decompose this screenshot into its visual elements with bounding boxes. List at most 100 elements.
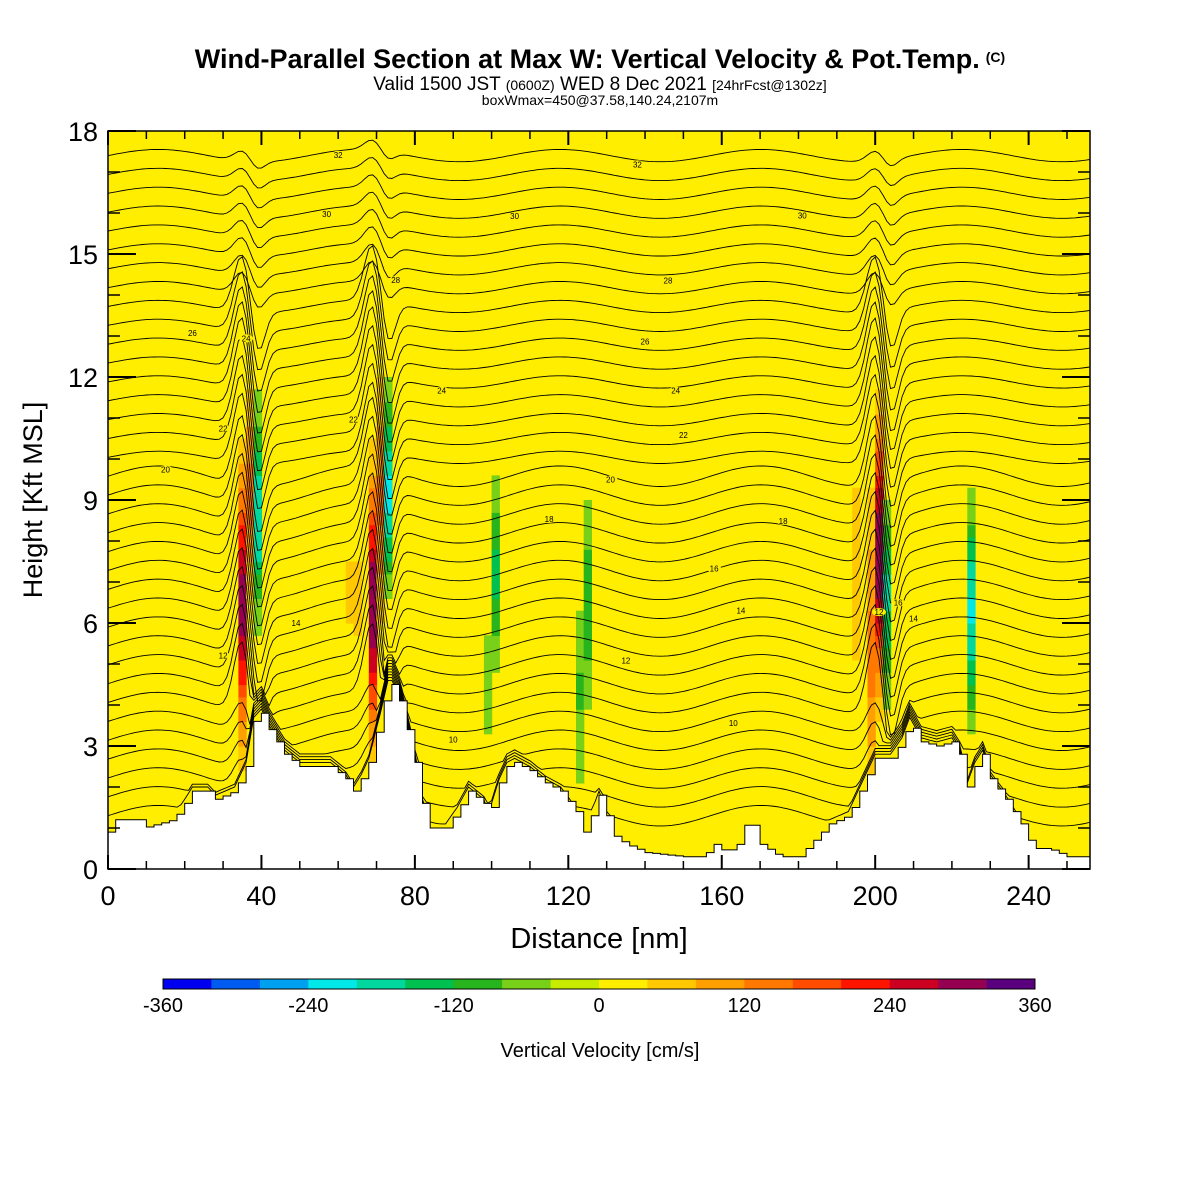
field-cell xyxy=(867,623,876,636)
field-cell xyxy=(246,450,255,464)
field-cell xyxy=(253,573,263,587)
theta-line xyxy=(108,396,1090,532)
field-cell xyxy=(253,487,263,501)
contour-label: 14 xyxy=(736,607,745,616)
field-cell xyxy=(384,561,393,575)
field-cell xyxy=(867,647,876,661)
field-cell xyxy=(882,512,892,526)
field-cell xyxy=(875,659,884,673)
field-cell xyxy=(368,721,378,735)
theta-line xyxy=(108,157,1090,189)
field-cell xyxy=(967,512,976,526)
contour-label: 12 xyxy=(621,657,630,666)
chart-title-mark: (C) xyxy=(985,49,1006,65)
theta-line xyxy=(108,566,1090,702)
field-cell xyxy=(368,586,378,599)
contour-label-bg xyxy=(542,515,557,523)
field-cell xyxy=(867,684,876,698)
field-cell xyxy=(867,561,876,575)
field-cell xyxy=(253,586,263,599)
field-cell xyxy=(368,610,378,624)
contour-label: 26 xyxy=(641,338,650,347)
field-cell xyxy=(384,536,393,550)
field-cell xyxy=(583,647,592,661)
field-cell xyxy=(253,549,263,563)
contour-label: 16 xyxy=(710,565,719,574)
field-cell xyxy=(253,500,263,513)
theta-line xyxy=(108,243,1090,288)
field-cell xyxy=(882,647,892,661)
field-cell xyxy=(238,549,247,563)
field-cell xyxy=(967,500,976,513)
field-cell xyxy=(576,610,585,624)
field-cell xyxy=(253,401,263,415)
contour-label-bg xyxy=(319,209,334,218)
colorbar-swatch xyxy=(938,979,987,989)
field-cell xyxy=(491,487,500,501)
field-cell xyxy=(967,623,976,636)
field-cell xyxy=(246,573,255,587)
field-cell xyxy=(238,684,247,698)
colorbar-tick-label: -360 xyxy=(143,995,183,1017)
field-cell xyxy=(246,549,255,563)
field-cell xyxy=(238,512,247,526)
field-cell xyxy=(967,709,976,722)
field-cell xyxy=(376,401,385,415)
forecast-info: [24hrFcst@1302z] xyxy=(712,77,827,93)
contour-label-bg xyxy=(668,386,683,395)
theta-contours xyxy=(108,139,1090,827)
field-cell xyxy=(576,684,585,698)
field-cell xyxy=(967,598,976,612)
field-cell xyxy=(238,721,247,735)
field-cell xyxy=(345,573,355,587)
field-cell xyxy=(852,524,861,538)
theta-line xyxy=(108,415,1090,551)
contour-label: 24 xyxy=(437,386,446,395)
field-cell xyxy=(967,487,976,501)
field-cell xyxy=(483,684,493,698)
field-cell xyxy=(867,696,876,710)
field-cell xyxy=(875,586,884,599)
contour-label-bg xyxy=(726,718,741,727)
field-cell xyxy=(376,573,385,587)
field-cell xyxy=(368,623,378,636)
field-cell xyxy=(875,438,884,452)
y-tick-label: 0 xyxy=(83,855,98,885)
colorbar-frame xyxy=(162,978,1036,990)
colorbar-swatch xyxy=(889,979,939,989)
field-cell xyxy=(491,586,500,599)
theta-line xyxy=(108,139,1090,169)
theta-line xyxy=(108,245,1090,349)
field-cell xyxy=(491,475,500,489)
contour-label-bg xyxy=(661,276,675,285)
theta-line xyxy=(108,604,1090,736)
contour-label-bg xyxy=(388,276,403,285)
contour-label-bg xyxy=(507,212,522,221)
field-cell xyxy=(967,672,976,686)
contour-label-bg xyxy=(446,735,461,744)
field-cell xyxy=(583,696,592,710)
field-cell xyxy=(368,635,378,649)
theta-line xyxy=(108,585,1090,717)
theta-line xyxy=(108,490,1090,627)
x-tick-label: 200 xyxy=(853,881,898,911)
y-tick-label: 9 xyxy=(83,486,98,516)
field-cell xyxy=(491,635,500,649)
field-cell xyxy=(376,389,385,403)
colorbar-tick-label: 360 xyxy=(1018,995,1051,1017)
field-cell xyxy=(491,573,500,587)
field-cell xyxy=(491,659,500,673)
field-cell xyxy=(384,549,393,563)
field-cell xyxy=(576,709,585,722)
field-cell xyxy=(238,586,247,599)
field-cell xyxy=(376,586,385,599)
theta-line xyxy=(108,509,1090,646)
contour-label: 18 xyxy=(545,515,554,524)
field-cell xyxy=(867,524,876,538)
contour-label-bg xyxy=(776,516,791,525)
field-cell xyxy=(483,696,493,710)
field-cell xyxy=(368,549,378,563)
field-cell xyxy=(238,746,247,759)
field-cell xyxy=(238,463,247,476)
field-cell xyxy=(253,413,263,427)
